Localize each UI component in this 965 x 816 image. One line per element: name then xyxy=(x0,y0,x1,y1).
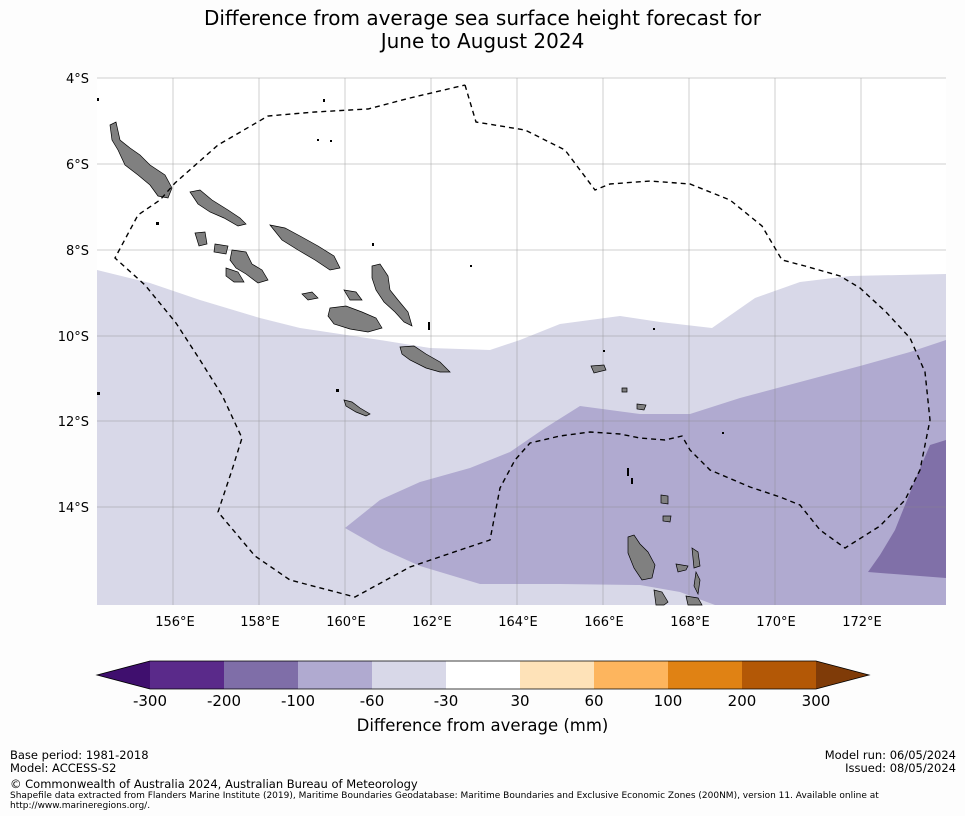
colorbar-segment xyxy=(446,661,520,689)
lon-label: 158°E xyxy=(240,615,280,630)
chart-title: Difference from average sea surface heig… xyxy=(0,7,965,53)
island-rennell xyxy=(343,399,371,417)
lat-label: 4°S xyxy=(66,72,89,87)
anomaly-band-mid xyxy=(345,340,946,605)
lon-label: 156°E xyxy=(155,615,195,630)
island-malaita xyxy=(371,263,413,327)
island-russell xyxy=(301,289,363,301)
colorbar-tick-label: -30 xyxy=(434,692,459,710)
small-islets xyxy=(97,98,724,484)
colorbar-segment xyxy=(668,661,742,689)
colorbar-extend-low xyxy=(97,661,150,689)
island-isabel xyxy=(269,224,341,271)
lat-axis-labels: 4°S 6°S 8°S 10°S 12°S 14°S xyxy=(58,72,89,516)
shapefile-credit-line-1: Shapefile data extracted from Flanders M… xyxy=(10,791,879,801)
lon-axis-labels: 156°E 158°E 160°E 162°E 164°E 166°E 168°… xyxy=(155,615,882,630)
lon-label: 172°E xyxy=(842,615,882,630)
footer-right: Model run: 06/05/2024 Issued: 08/05/2024 xyxy=(825,749,956,775)
island-new-georgia xyxy=(194,231,269,284)
lat-label: 12°S xyxy=(58,415,89,430)
colorbar-tick-label: -100 xyxy=(281,692,315,710)
lat-label: 8°S xyxy=(66,244,89,259)
colorbar-segment xyxy=(150,661,224,689)
lon-label: 162°E xyxy=(412,615,452,630)
colorbar: -300 -200 -100 -60 -30 30 60 100 200 300 xyxy=(95,660,871,710)
lon-label: 166°E xyxy=(584,615,624,630)
colorbar-segment xyxy=(742,661,816,689)
colorbar-segment xyxy=(594,661,668,689)
colorbar-outline xyxy=(95,660,871,690)
colorbar-tick-label: -60 xyxy=(360,692,385,710)
island-bougainville xyxy=(109,121,173,199)
grid-lines xyxy=(97,77,946,605)
title-line-2: June to August 2024 xyxy=(380,29,585,53)
colorbar-title: Difference from average (mm) xyxy=(356,716,609,735)
colorbar-tick-label: 300 xyxy=(802,692,831,710)
lat-label: 10°S xyxy=(58,330,89,345)
eez-boundary-line xyxy=(114,84,931,598)
colorbar-tick-label: -300 xyxy=(133,692,167,710)
anomaly-band-dark xyxy=(868,440,946,578)
island-guadalcanal xyxy=(327,305,383,333)
colorbar-tick-label: 30 xyxy=(510,692,529,710)
anomaly-edge-light xyxy=(97,470,105,540)
lon-label: 160°E xyxy=(326,615,366,630)
lat-label: 14°S xyxy=(58,501,89,516)
model-text: Model: ACCESS-S2 xyxy=(10,761,117,775)
colorbar-tick-label: -200 xyxy=(207,692,241,710)
base-period-text: Base period: 1981-2018 xyxy=(10,748,149,762)
map-panel xyxy=(97,77,946,606)
colorbar-segment xyxy=(372,661,446,689)
island-makira xyxy=(399,345,451,373)
issued-text: Issued: 08/05/2024 xyxy=(845,761,956,775)
shapefile-credit: Shapefile data extracted from Flanders M… xyxy=(10,791,955,811)
island-malekula xyxy=(653,547,703,606)
title-line-1: Difference from average sea surface heig… xyxy=(203,6,762,30)
lat-label: 6°S xyxy=(66,158,89,173)
lon-label: 170°E xyxy=(756,615,796,630)
colorbar-segment xyxy=(224,661,298,689)
colorbar-tick-label: 100 xyxy=(654,692,683,710)
footer-left: Base period: 1981-2018 Model: ACCESS-S2 … xyxy=(10,749,418,791)
colorbar-segment xyxy=(298,661,372,689)
model-run-text: Model run: 06/05/2024 xyxy=(824,748,956,762)
island-espiritu-santo xyxy=(627,534,656,581)
colorbar-tick-labels: -300 -200 -100 -60 -30 30 60 100 200 300 xyxy=(133,692,830,710)
island-choiseul xyxy=(189,189,247,227)
copyright-text: © Commonwealth of Australia 2024, Austra… xyxy=(10,777,418,791)
island-banks xyxy=(660,494,672,523)
colorbar-tick-label: 200 xyxy=(728,692,757,710)
island-santa-cruz xyxy=(590,364,647,411)
land-islands xyxy=(109,121,703,606)
colorbar-tick-label: 60 xyxy=(584,692,603,710)
shapefile-credit-line-2: http://www.marineregions.org/. xyxy=(10,801,151,811)
lon-label: 164°E xyxy=(498,615,538,630)
lon-label: 168°E xyxy=(670,615,710,630)
colorbar-extend-high xyxy=(816,661,869,689)
colorbar-segment xyxy=(520,661,594,689)
